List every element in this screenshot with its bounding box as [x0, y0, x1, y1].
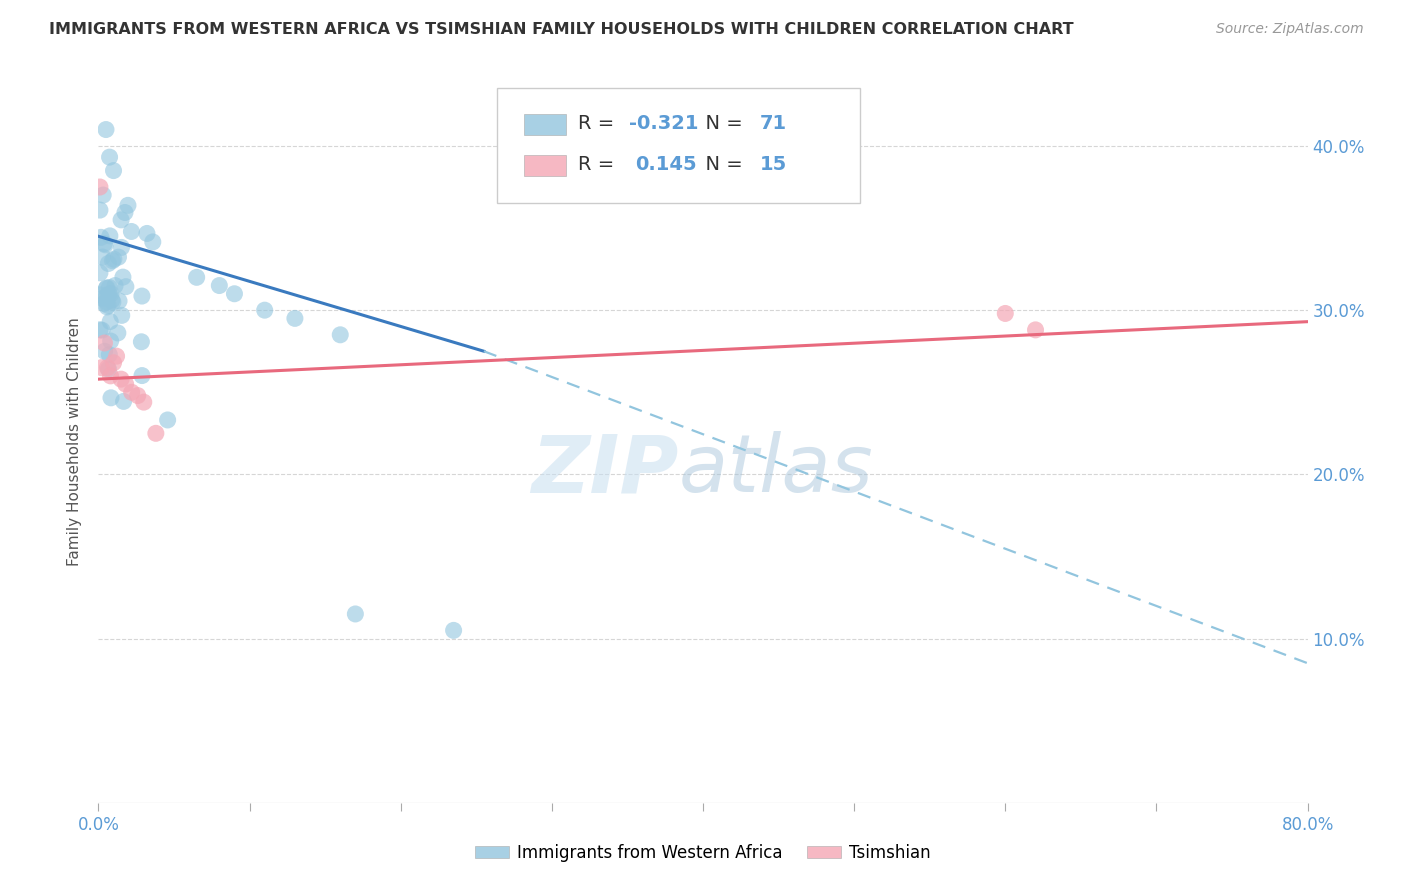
Point — [104, 278, 127, 293]
Point — [93, 296, 115, 310]
Text: N =: N = — [693, 114, 749, 133]
Point — [101, 253, 124, 268]
Point — [96, 289, 118, 303]
Point — [329, 327, 352, 342]
Point — [93, 336, 115, 351]
Point — [100, 286, 122, 301]
Point — [131, 368, 153, 383]
Point — [127, 388, 149, 402]
Point — [91, 188, 114, 202]
Point — [186, 270, 208, 285]
Point — [91, 250, 114, 264]
Point — [131, 334, 153, 349]
Text: atlas: atlas — [679, 432, 873, 509]
Point — [107, 250, 129, 264]
Point — [91, 291, 114, 305]
Text: -0.321: -0.321 — [630, 114, 699, 133]
Text: ZIP: ZIP — [531, 432, 679, 509]
Point — [98, 228, 121, 243]
Point — [115, 279, 138, 293]
Point — [97, 256, 120, 270]
Point — [344, 607, 367, 621]
FancyBboxPatch shape — [498, 87, 860, 203]
Point — [97, 362, 120, 376]
Point — [110, 372, 132, 386]
Point — [89, 203, 111, 218]
Point — [93, 236, 115, 251]
Point — [97, 287, 120, 301]
Point — [94, 122, 117, 136]
Text: 71: 71 — [759, 114, 787, 133]
Text: N =: N = — [693, 155, 749, 174]
Point — [98, 150, 121, 164]
Point — [142, 235, 165, 249]
Point — [284, 311, 307, 326]
Point — [93, 344, 115, 359]
Point — [114, 377, 136, 392]
Text: 0.145: 0.145 — [636, 155, 697, 174]
Point — [156, 413, 179, 427]
Point — [110, 240, 132, 254]
Point — [96, 360, 118, 375]
Point — [107, 326, 129, 340]
Point — [121, 385, 143, 400]
Point — [994, 306, 1017, 320]
Point — [103, 163, 125, 178]
Point — [117, 198, 139, 212]
Point — [101, 293, 124, 307]
Y-axis label: Family Households with Children: Family Households with Children — [67, 318, 83, 566]
Point — [94, 237, 117, 252]
Point — [105, 349, 128, 363]
Point — [89, 266, 111, 280]
Point — [443, 624, 465, 638]
Point — [1024, 323, 1046, 337]
Text: R =: R = — [578, 114, 621, 133]
Point — [208, 278, 231, 293]
Point — [96, 281, 118, 295]
Point — [111, 270, 134, 285]
Point — [89, 288, 111, 302]
Point — [97, 298, 120, 312]
Point — [103, 356, 125, 370]
Point — [112, 394, 135, 409]
Point — [111, 309, 134, 323]
Point — [108, 293, 131, 308]
Point — [132, 395, 155, 409]
Point — [110, 212, 132, 227]
Point — [90, 360, 112, 375]
Point — [98, 348, 121, 362]
FancyBboxPatch shape — [524, 154, 567, 177]
Point — [253, 303, 276, 318]
Point — [136, 227, 159, 241]
Text: IMMIGRANTS FROM WESTERN AFRICA VS TSIMSHIAN FAMILY HOUSEHOLDS WITH CHILDREN CORR: IMMIGRANTS FROM WESTERN AFRICA VS TSIMSH… — [49, 22, 1074, 37]
Legend: Immigrants from Western Africa, Tsimshian: Immigrants from Western Africa, Tsimshia… — [467, 836, 939, 871]
Point — [98, 314, 121, 328]
Point — [89, 180, 111, 194]
Point — [90, 230, 112, 244]
FancyBboxPatch shape — [524, 113, 567, 136]
Point — [131, 289, 153, 303]
Point — [101, 295, 124, 310]
Point — [100, 368, 122, 383]
Point — [98, 280, 121, 294]
Point — [114, 205, 136, 219]
Point — [145, 426, 167, 441]
Point — [103, 252, 125, 267]
Point — [96, 281, 118, 295]
Point — [96, 294, 118, 309]
Point — [96, 300, 118, 314]
Point — [224, 286, 246, 301]
Text: 15: 15 — [759, 155, 787, 174]
Point — [120, 225, 142, 239]
Point — [100, 391, 122, 405]
Text: R =: R = — [578, 155, 627, 174]
Text: Source: ZipAtlas.com: Source: ZipAtlas.com — [1216, 22, 1364, 37]
Point — [100, 334, 122, 348]
Point — [91, 323, 114, 337]
Point — [89, 323, 111, 337]
